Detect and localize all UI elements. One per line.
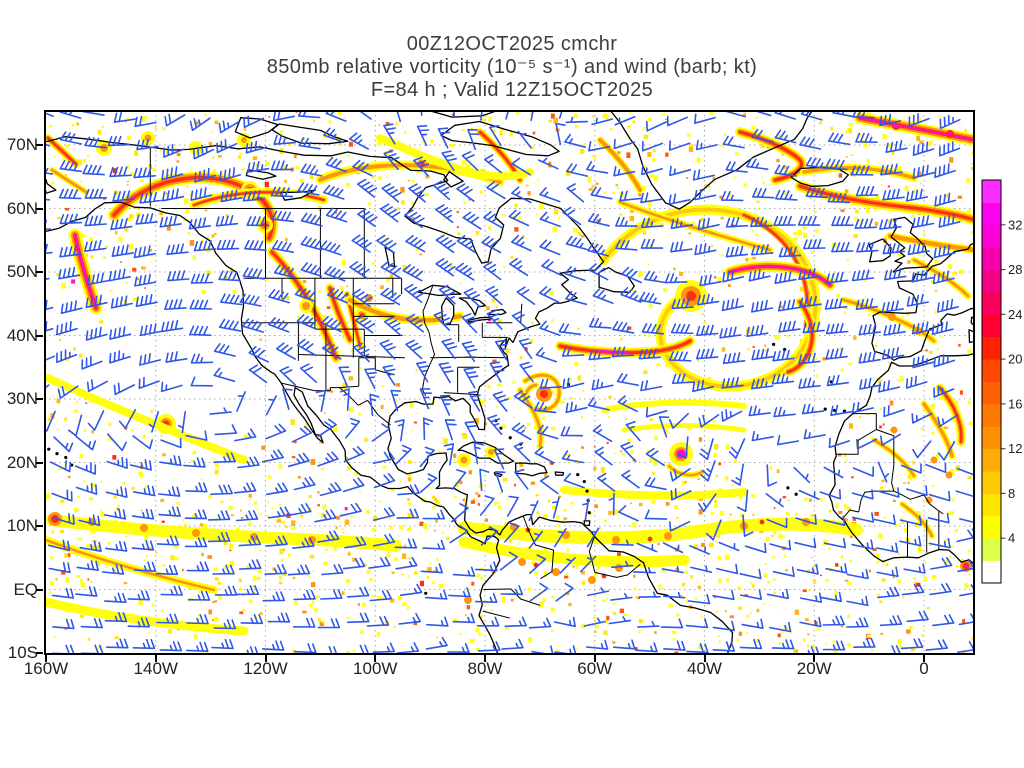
colorbar-label: 12 [1008, 441, 1022, 456]
x-axis-tick [374, 655, 377, 662]
chart-titles: 00Z12OCT2025 cmchr 850mb relative vortic… [0, 33, 1024, 102]
y-axis-tick [36, 525, 43, 527]
x-axis-label: 120W [243, 659, 288, 678]
colorbar-segment [982, 336, 1001, 360]
colorbar-label: 8 [1008, 486, 1015, 501]
title-valid: F=84 h ; Valid 12Z15OCT2025 [370, 79, 654, 101]
x-axis-label: 60W [577, 659, 613, 678]
y-axis-tick [36, 271, 43, 273]
x-axis-label: 140W [133, 659, 178, 678]
y-axis-label: 10N [6, 516, 38, 535]
colorbar-segment [982, 381, 1001, 405]
x-axis-label: 40W [687, 659, 722, 678]
colorbar-segment [982, 202, 1001, 226]
colorbar-segment [982, 359, 1001, 382]
colorbar: 4 8 12 16 20 24 28 32 [981, 179, 1022, 584]
y-axis-label: 10S [7, 643, 38, 662]
colorbar-label: 28 [1008, 262, 1022, 277]
colorbar-label: 20 [1008, 352, 1022, 367]
title-init-model: 00Z12OCT2025 cmchr [406, 33, 618, 55]
y-axis-tick [36, 461, 43, 464]
y-axis-tick [36, 398, 43, 400]
colorbar-label: 32 [1008, 217, 1022, 232]
x-axis-label: 100W [353, 659, 398, 678]
x-axis-label: 160W [23, 659, 69, 678]
x-axis-tick [45, 655, 47, 662]
x-axis-tick [154, 655, 157, 662]
x-axis-label: 20W [796, 659, 832, 678]
vorticity-wind-map [44, 110, 975, 655]
y-axis-label: 50N [6, 262, 38, 281]
colorbar-segment [982, 515, 1001, 539]
colorbar-segment [982, 247, 1001, 271]
colorbar-segment [982, 291, 1001, 315]
x-axis-tick [264, 655, 267, 662]
x-axis-tick [593, 655, 596, 662]
colorbar-label: 24 [1008, 307, 1022, 322]
colorbar-segment [982, 493, 1001, 517]
x-axis-tick [484, 655, 486, 662]
y-axis-tick [36, 588, 43, 591]
x-axis-tick [923, 655, 925, 662]
colorbar-segment [982, 426, 1001, 450]
x-axis-label: 0 [919, 659, 929, 678]
y-axis-tick [36, 652, 43, 654]
map-plot-area [44, 110, 975, 655]
y-axis-label: 30N [6, 389, 38, 408]
x-axis-tick [703, 655, 706, 662]
colorbar-segment [982, 314, 1001, 338]
colorbar-segment [982, 471, 1001, 494]
colorbar-segment [982, 560, 1001, 584]
y-axis-label: 60N [6, 198, 38, 218]
y-axis-tick [36, 334, 43, 337]
colorbar-segment [982, 180, 1001, 203]
x-axis-tick [813, 655, 816, 662]
colorbar-segment [982, 269, 1001, 293]
colorbar-segment [982, 403, 1001, 427]
colorbar-label: 4 [1008, 531, 1015, 546]
y-axis-tick [36, 207, 43, 210]
y-axis-tick [36, 144, 43, 146]
y-axis-label: EQ [13, 579, 38, 599]
y-axis-label: 20N [6, 452, 38, 472]
x-axis-label: 80W [467, 659, 503, 678]
y-axis-label: 40N [6, 325, 38, 345]
title-field: 850mb relative vorticity (10⁻⁵ s⁻¹) and … [266, 56, 758, 78]
colorbar-segment [982, 224, 1001, 248]
colorbar-segment [982, 538, 1001, 562]
colorbar-label: 16 [1008, 396, 1022, 411]
colorbar-segment [982, 448, 1001, 472]
y-axis-label: 70N [6, 135, 38, 154]
